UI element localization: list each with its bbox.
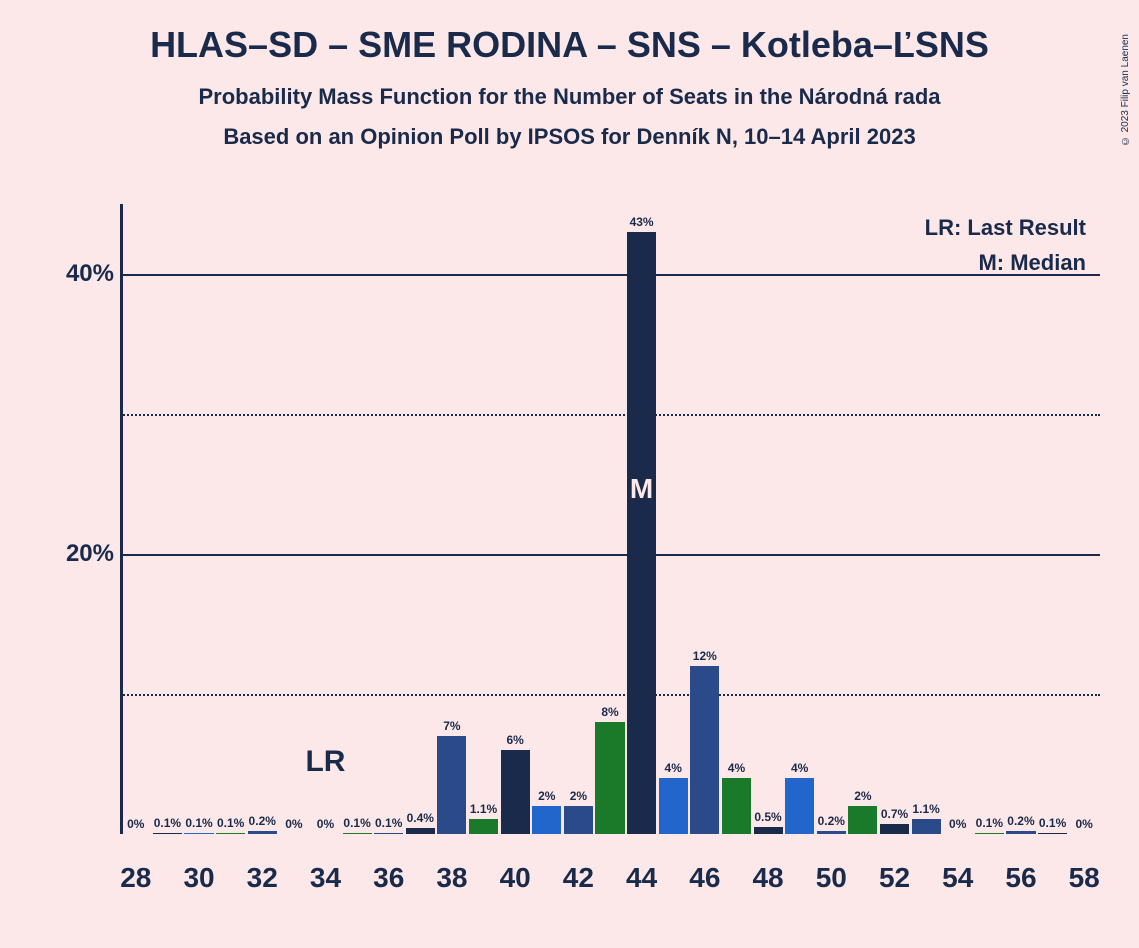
x-tick-label: 54: [942, 862, 973, 894]
bar-value-label: 1.1%: [470, 802, 497, 816]
x-tick-labels: 28 30 32 34 36 38 40 42 44 46 48 50 52 54 56 58: [120, 844, 1100, 894]
x-tick-label: 40: [500, 862, 531, 894]
x-tick-label: 52: [879, 862, 910, 894]
bar: 0.1%: [975, 833, 1004, 834]
bar-value-label: 8%: [601, 705, 618, 719]
chart-subtitle-2: Based on an Opinion Poll by IPSOS for De…: [0, 124, 1139, 150]
bar-value-label: 4%: [665, 761, 682, 775]
chart-container: 20%40% LR: Last Result M: Median 0%0.1%0…: [60, 204, 1110, 894]
bar-value-label: 0%: [285, 817, 302, 831]
bars-group: 0%0.1%0.1%0.1%0.2%0%0%0.1%0.1%0.4%7%1.1%…: [120, 204, 1100, 834]
bar-value-label: 0.4%: [407, 811, 434, 825]
bar-value-label: 0.1%: [217, 816, 244, 830]
x-tick-label: 46: [689, 862, 720, 894]
bar: 1.1%: [912, 819, 941, 834]
bar-value-label: 2%: [854, 789, 871, 803]
bar-value-label: 0.2%: [249, 814, 276, 828]
bar-value-label: 0.7%: [881, 807, 908, 821]
bar-value-label: 0%: [317, 817, 334, 831]
x-tick-label: 30: [183, 862, 214, 894]
bar: 0.1%: [216, 833, 245, 834]
bar: 6%: [501, 750, 530, 834]
bar-value-label: 0%: [949, 817, 966, 831]
x-tick-label: 48: [752, 862, 783, 894]
bar: 7%: [437, 736, 466, 834]
bar-value-label: 6%: [506, 733, 523, 747]
bar-value-label: 2%: [538, 789, 555, 803]
bar: 4%: [659, 778, 688, 834]
bar-value-label: 0.1%: [1039, 816, 1066, 830]
bar: 0.1%: [374, 833, 403, 834]
bar: 0.2%: [1006, 831, 1035, 834]
x-tick-label: 42: [563, 862, 594, 894]
bar: 0.4%: [406, 828, 435, 834]
x-tick-label: 50: [816, 862, 847, 894]
bar: 0.1%: [1038, 833, 1067, 834]
bar-value-label: 0.1%: [154, 816, 181, 830]
bar-value-label: 43%: [630, 215, 654, 229]
bar-value-label: 7%: [443, 719, 460, 733]
bar: 4%: [785, 778, 814, 834]
bar-value-label: 1.1%: [912, 802, 939, 816]
bar-value-label: 4%: [791, 761, 808, 775]
x-tick-label: 34: [310, 862, 341, 894]
bar-value-label: 0.2%: [818, 814, 845, 828]
bar: 2%: [564, 806, 593, 834]
x-tick-label: 28: [120, 862, 151, 894]
y-tick-label: 20%: [60, 540, 114, 568]
bar: 0.1%: [343, 833, 372, 834]
copyright-text: © 2023 Filip van Laenen: [1120, 34, 1131, 146]
bar: 4%: [722, 778, 751, 834]
bar: 43%M: [627, 232, 656, 834]
chart-subtitle-1: Probability Mass Function for the Number…: [0, 84, 1139, 110]
x-tick-label: 36: [373, 862, 404, 894]
bar-value-label: 2%: [570, 789, 587, 803]
bar: 0.1%: [184, 833, 213, 834]
x-tick-label: 56: [1005, 862, 1036, 894]
chart-title: HLAS–SD – SME RODINA – SNS – Kotleba–ĽSN…: [0, 24, 1139, 66]
bar: 0.2%: [817, 831, 846, 834]
plot-area: LR: Last Result M: Median 0%0.1%0.1%0.1%…: [120, 204, 1100, 834]
bar: 2%: [532, 806, 561, 834]
x-tick-label: 44: [626, 862, 657, 894]
bar-value-label: 0%: [127, 817, 144, 831]
bar: 1.1%: [469, 819, 498, 834]
y-tick-label: 40%: [60, 260, 114, 288]
bar-value-label: 0.1%: [185, 816, 212, 830]
x-tick-label: 32: [247, 862, 278, 894]
lr-marker: LR: [305, 745, 345, 779]
bar: 12%: [690, 666, 719, 834]
bar: 0.2%: [248, 831, 277, 834]
x-tick-label: 58: [1069, 862, 1100, 894]
bar: 0.5%: [754, 827, 783, 834]
median-marker: M: [630, 473, 653, 505]
bar: 8%: [595, 722, 624, 834]
bar-value-label: 0.1%: [976, 816, 1003, 830]
bar: 0.1%: [153, 833, 182, 834]
bar-value-label: 0.5%: [754, 810, 781, 824]
bar-value-label: 12%: [693, 649, 717, 663]
bar-value-label: 0.2%: [1007, 814, 1034, 828]
bar: 2%: [848, 806, 877, 834]
bar-value-label: 0%: [1076, 817, 1093, 831]
bar: 0.7%: [880, 824, 909, 834]
x-tick-label: 38: [436, 862, 467, 894]
bar-value-label: 0.1%: [375, 816, 402, 830]
bar-value-label: 0.1%: [343, 816, 370, 830]
bar-value-label: 4%: [728, 761, 745, 775]
